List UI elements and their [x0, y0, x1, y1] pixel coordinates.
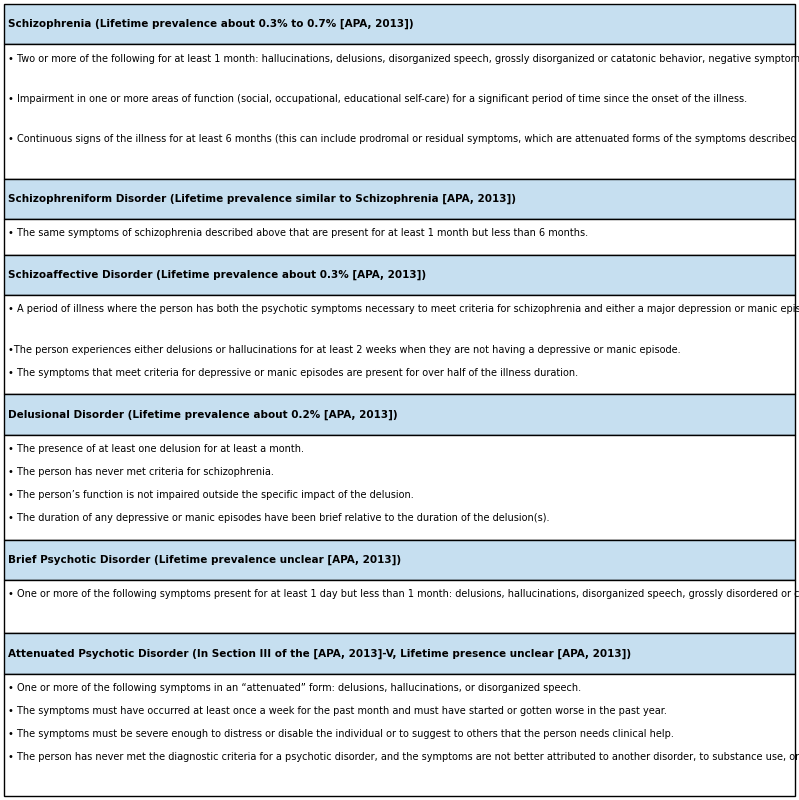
Text: Schizophrenia (Lifetime prevalence about 0.3% to 0.7% [APA, 2013]): Schizophrenia (Lifetime prevalence about…: [8, 19, 414, 30]
Text: • The person has never met the diagnostic criteria for a psychotic disorder, and: • The person has never met the diagnosti…: [8, 752, 799, 762]
Text: • The symptoms that meet criteria for depressive or manic episodes are present f: • The symptoms that meet criteria for de…: [8, 368, 578, 378]
Text: • Impairment in one or more areas of function (social, occupational, educational: • Impairment in one or more areas of fun…: [8, 94, 747, 104]
Text: •The person experiences either delusions or hallucinations for at least 2 weeks : •The person experiences either delusions…: [8, 345, 681, 355]
Text: • One or more of the following symptoms present for at least 1 day but less than: • One or more of the following symptoms …: [8, 590, 799, 599]
Bar: [4, 674, 795, 796]
Bar: [4, 540, 795, 580]
Text: • One or more of the following symptoms in an “attenuated” form: delusions, hall: • One or more of the following symptoms …: [8, 683, 581, 693]
Text: • Two or more of the following for at least 1 month: hallucinations, delusions, : • Two or more of the following for at le…: [8, 54, 799, 64]
Text: • The duration of any depressive or manic episodes have been brief relative to t: • The duration of any depressive or mani…: [8, 513, 550, 523]
Bar: [4, 394, 795, 435]
Bar: [4, 219, 795, 255]
Text: • The symptoms must be severe enough to distress or disable the individual or to: • The symptoms must be severe enough to …: [8, 729, 674, 739]
Bar: [4, 45, 795, 178]
Text: • A period of illness where the person has both the psychotic symptoms necessary: • A period of illness where the person h…: [8, 305, 799, 314]
Text: • The person’s function is not impaired outside the specific impact of the delus: • The person’s function is not impaired …: [8, 490, 414, 500]
Bar: [4, 4, 795, 45]
Text: • The person has never met criteria for schizophrenia.: • The person has never met criteria for …: [8, 467, 274, 477]
Text: Schizophreniform Disorder (Lifetime prevalence similar to Schizophrenia [APA, 20: Schizophreniform Disorder (Lifetime prev…: [8, 194, 516, 204]
Text: • Continuous signs of the illness for at least 6 months (this can include prodro: • Continuous signs of the illness for at…: [8, 134, 799, 145]
Bar: [4, 255, 795, 295]
Bar: [4, 295, 795, 394]
Text: • The presence of at least one delusion for at least a month.: • The presence of at least one delusion …: [8, 444, 304, 454]
Text: Brief Psychotic Disorder (Lifetime prevalence unclear [APA, 2013]): Brief Psychotic Disorder (Lifetime preva…: [8, 554, 401, 565]
Text: • The symptoms must have occurred at least once a week for the past month and mu: • The symptoms must have occurred at lea…: [8, 706, 667, 716]
Bar: [4, 634, 795, 674]
Text: • The same symptoms of schizophrenia described above that are present for at lea: • The same symptoms of schizophrenia des…: [8, 228, 588, 238]
Bar: [4, 435, 795, 540]
Bar: [4, 580, 795, 634]
Bar: [4, 178, 795, 219]
Text: Schizoaffective Disorder (Lifetime prevalence about 0.3% [APA, 2013]): Schizoaffective Disorder (Lifetime preva…: [8, 270, 426, 280]
Text: Attenuated Psychotic Disorder (In Section III of the [APA, 2013]-V, Lifetime pre: Attenuated Psychotic Disorder (In Sectio…: [8, 649, 631, 658]
Text: Delusional Disorder (Lifetime prevalence about 0.2% [APA, 2013]): Delusional Disorder (Lifetime prevalence…: [8, 410, 398, 420]
